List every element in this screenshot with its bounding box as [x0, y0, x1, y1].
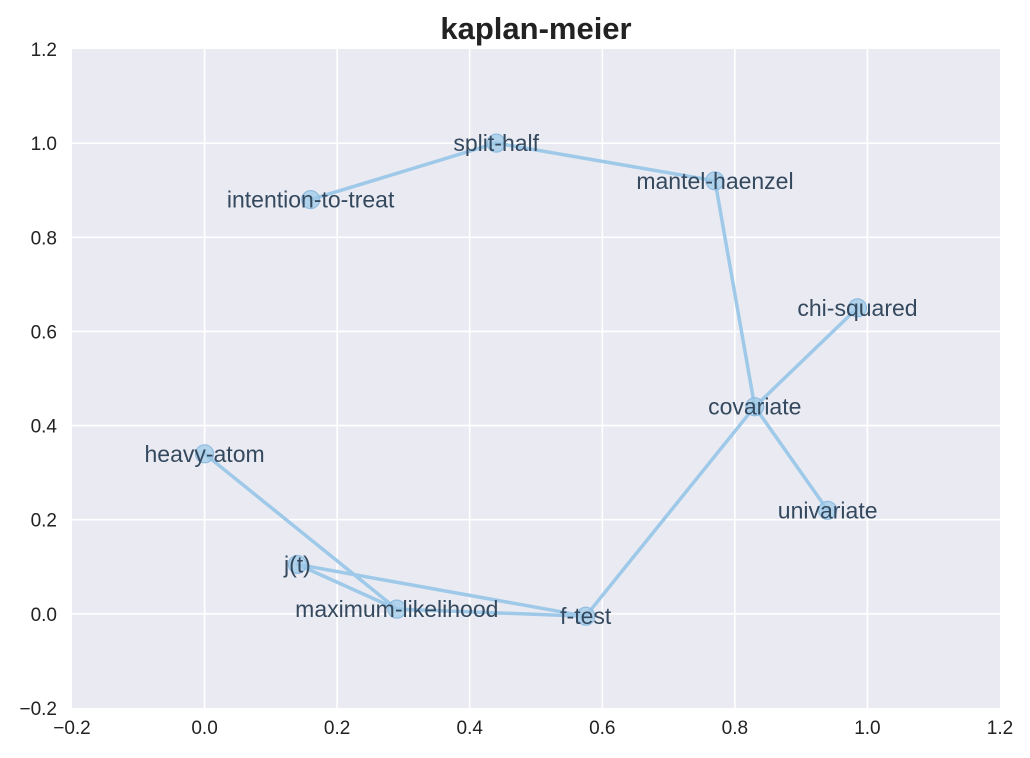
y-tick-label: 0.0	[31, 605, 57, 626]
plot-area	[72, 49, 1000, 708]
data-point	[745, 397, 765, 417]
point-label: intention-to-treat	[227, 187, 395, 213]
data-point	[194, 444, 215, 464]
points-layer	[194, 133, 868, 626]
labels-layer: intention-to-treat split-half mantel-haenz…	[144, 130, 917, 629]
data-point	[301, 190, 321, 210]
point-label: chi-squared	[797, 295, 917, 321]
point-label: mantel-haenzel	[636, 168, 793, 194]
x-tick-label: 0.0	[191, 718, 217, 739]
x-tick-label: 0.8	[722, 718, 748, 739]
data-point	[287, 554, 307, 575]
y-tick-label: 0.8	[31, 228, 57, 249]
y-tick-label: 0.6	[31, 322, 57, 343]
data-point	[818, 500, 838, 520]
series-segment	[395, 607, 588, 618]
point-label: split-half	[453, 130, 539, 156]
point-label: univariate	[778, 497, 878, 523]
point-label: maximum-likelihood	[295, 596, 498, 622]
y-tick-label: 1.2	[31, 40, 57, 61]
point-label: f-test	[560, 603, 612, 629]
x-tick-label: 0.4	[457, 718, 484, 739]
grid-layer	[72, 49, 1000, 708]
y-tick-label: −0.2	[19, 699, 57, 720]
series-line	[202, 141, 830, 618]
point-label: heavy-atom	[144, 441, 264, 467]
ticks-layer: −0.2 0.0 0.2 0.4 0.6 0.8 1.0 1.2 −0.2 0.0 0.2 0.4 0.…	[19, 40, 1013, 739]
y-tick-label: 1.0	[31, 134, 57, 155]
data-point	[847, 298, 868, 318]
data-point	[486, 133, 506, 153]
x-tick-label: −0.2	[53, 718, 91, 739]
data-point	[576, 606, 596, 626]
x-tick-label: 1.0	[854, 718, 880, 739]
y-tick-label: 0.4	[31, 417, 58, 438]
y-tick-label: 0.2	[31, 511, 57, 532]
x-tick-label: 0.2	[324, 718, 350, 739]
point-label: covariate	[708, 394, 801, 420]
data-point	[387, 599, 407, 619]
x-tick-label: 0.6	[589, 718, 615, 739]
chart-title: kaplan-meier	[440, 11, 631, 46]
x-tick-label: 1.2	[987, 718, 1013, 739]
point-label: j(t)	[283, 551, 311, 577]
data-point	[705, 171, 725, 191]
series-segment	[752, 306, 860, 409]
lines-layer	[202, 141, 860, 618]
